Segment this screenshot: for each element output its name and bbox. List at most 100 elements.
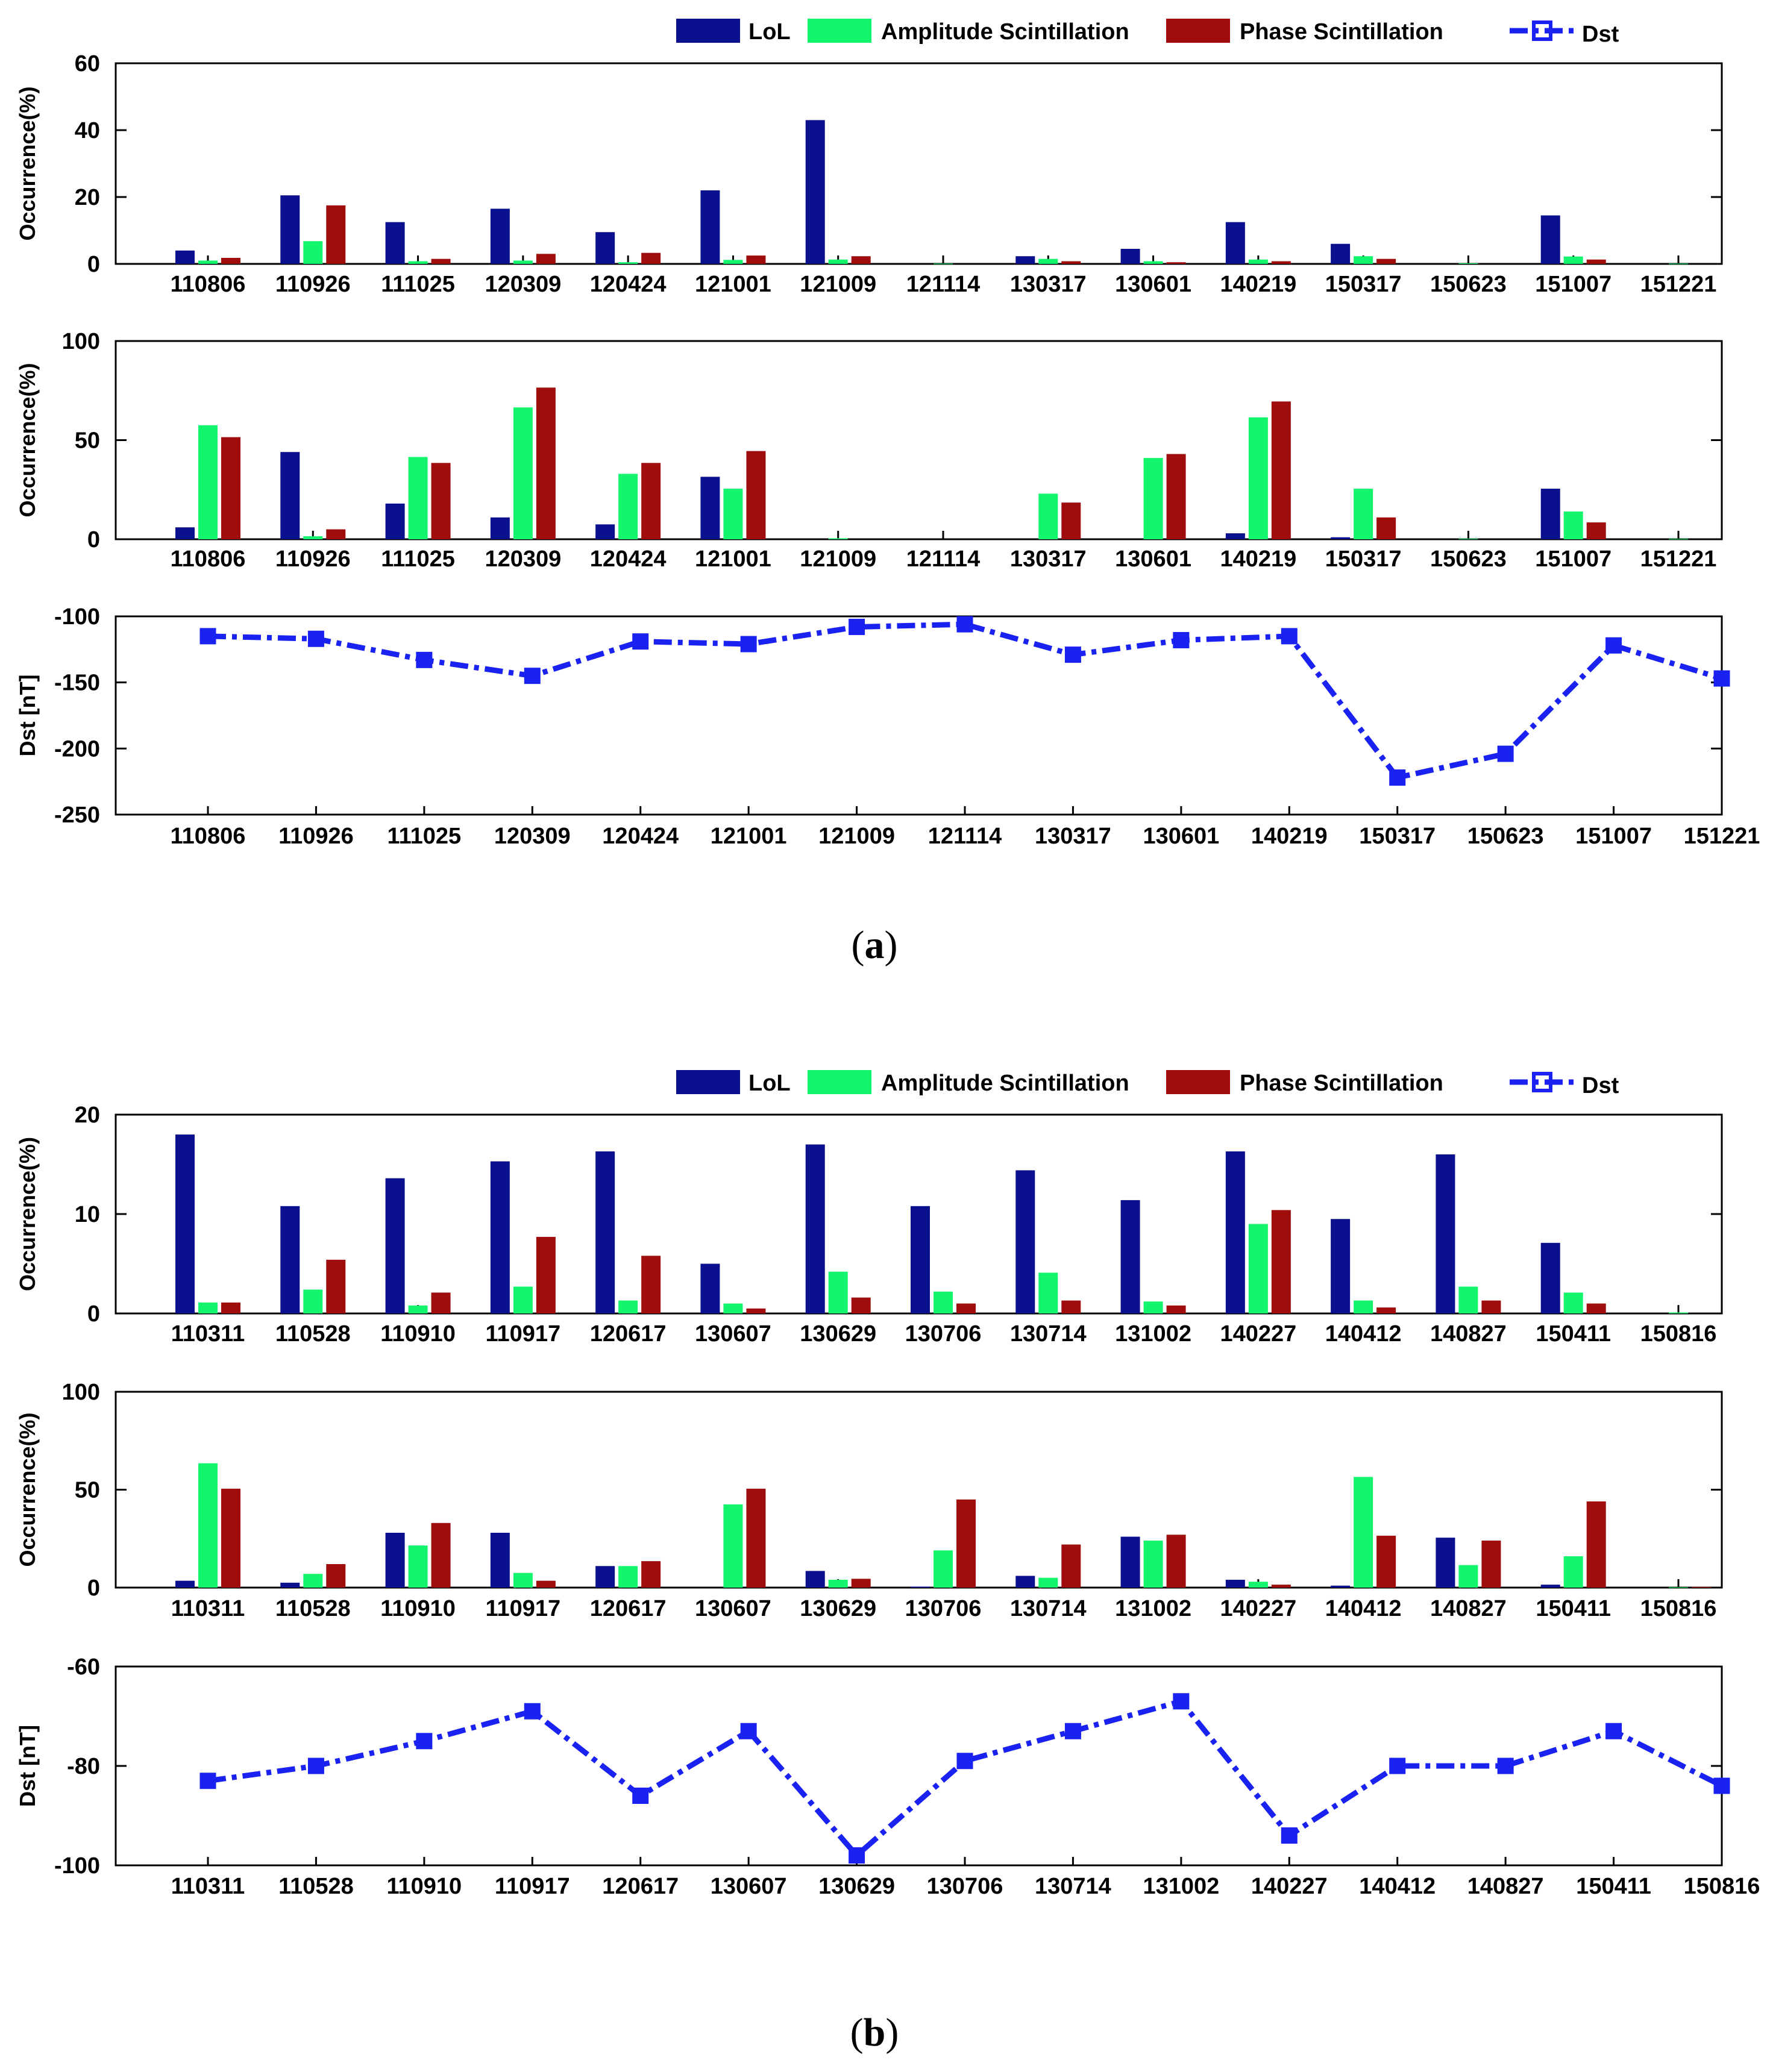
- bar: [641, 463, 661, 539]
- data-point: [1281, 1827, 1298, 1844]
- bar: [1248, 1224, 1268, 1313]
- bar: [280, 1206, 300, 1313]
- y-axis-label: Dst [nT]: [15, 675, 40, 757]
- xtick-label: 130601: [1115, 546, 1191, 572]
- figure-caption: (b): [850, 2011, 899, 2055]
- bar: [1248, 1582, 1268, 1588]
- bar: [805, 1571, 825, 1588]
- bar: [1586, 1501, 1606, 1588]
- legend-swatch: [676, 1070, 740, 1094]
- xtick-label: 140827: [1430, 1596, 1507, 1621]
- ytick-label: -60: [67, 1654, 100, 1680]
- ytick-label: 20: [75, 1103, 100, 1128]
- xtick-label: 130607: [695, 1321, 771, 1347]
- bar: [618, 1300, 638, 1313]
- xtick-label: 121009: [800, 272, 876, 297]
- bar: [175, 250, 195, 264]
- plot-3: -100 -80 -60 Dst [nT] 110311 110528 110910 1109…: [15, 1654, 1760, 1899]
- legend-label: Phase Scintillation: [1240, 1071, 1443, 1096]
- xtick-label: 110917: [485, 1596, 560, 1621]
- bar: [1354, 489, 1373, 539]
- xtick-label: 110528: [275, 1596, 351, 1621]
- xtick-label: 120424: [590, 272, 667, 297]
- xtick-label: 121114: [928, 824, 1002, 849]
- bar: [723, 489, 743, 539]
- caption-letter: a: [865, 923, 885, 967]
- axes-box: [115, 62, 1723, 265]
- bar: [175, 1135, 195, 1313]
- bar: [805, 120, 825, 264]
- data-point: [849, 1847, 865, 1864]
- data-point: [1064, 646, 1081, 663]
- bar: [513, 1286, 533, 1313]
- series-line: [207, 1698, 1724, 1858]
- bar: [1376, 1307, 1396, 1313]
- bar: [1038, 493, 1058, 539]
- xtick-label: 111025: [388, 824, 462, 849]
- bar: [1669, 1312, 1688, 1313]
- bar: [280, 1582, 300, 1588]
- bar: [1271, 1585, 1291, 1588]
- legend-label: LoL: [748, 1071, 791, 1096]
- caption-open: (: [850, 2011, 864, 2055]
- y-axis-label: Occurrence(%): [15, 363, 40, 517]
- ytick-label: -100: [54, 1853, 100, 1879]
- bar: [513, 407, 533, 539]
- xtick-label: 130714: [1035, 1874, 1111, 1899]
- xtick-label: 131002: [1143, 1874, 1219, 1899]
- bar: [431, 1292, 451, 1313]
- data-point: [740, 1723, 757, 1739]
- xtick-label: 120617: [590, 1596, 667, 1621]
- data-point: [1605, 1723, 1622, 1739]
- data-point: [849, 619, 865, 636]
- bar: [1563, 1292, 1583, 1313]
- bar: [303, 1289, 323, 1313]
- xtick-label: 151221: [1640, 546, 1717, 572]
- plot-2: 0 50 100 Occurrence(%) 110311 110528 110910 110…: [15, 1380, 1723, 1621]
- bar: [175, 1580, 195, 1588]
- xtick-label: 110910: [386, 1874, 462, 1899]
- xtick-label: 121114: [906, 272, 981, 297]
- xtick-label: 121114: [906, 546, 981, 572]
- bar: [911, 1586, 930, 1588]
- xtick-label: 150623: [1467, 824, 1544, 849]
- ytick-label: 40: [75, 118, 100, 143]
- legend-label: Amplitude Scintillation: [881, 1071, 1129, 1096]
- bar: [1271, 261, 1291, 264]
- bar: [1038, 1272, 1058, 1313]
- xtick-label: 151007: [1575, 824, 1652, 849]
- bar: [1354, 256, 1373, 264]
- xtick-label: 110910: [380, 1321, 456, 1347]
- bar: [1225, 222, 1245, 264]
- bar: [326, 1259, 346, 1313]
- data-point: [1713, 1777, 1730, 1794]
- xtick-label: 110926: [275, 272, 351, 297]
- bar: [1166, 262, 1186, 264]
- data-point: [1173, 1693, 1190, 1710]
- legend-label: Amplitude Scintillation: [881, 19, 1129, 45]
- ytick-label: 20: [75, 185, 100, 210]
- bar: [1166, 454, 1186, 539]
- legend-label: Phase Scintillation: [1240, 19, 1443, 45]
- ytick-label: 50: [75, 428, 100, 454]
- xtick-label: 121009: [800, 546, 876, 572]
- xtick-label: 140412: [1325, 1596, 1402, 1621]
- bar: [175, 527, 195, 539]
- bar: [746, 255, 766, 264]
- bar: [1143, 1541, 1163, 1588]
- xtick-label: 150317: [1359, 824, 1436, 849]
- xtick-label: 130601: [1115, 272, 1191, 297]
- bar: [1331, 243, 1351, 264]
- bar: [595, 1151, 615, 1313]
- legend-swatch: [808, 19, 871, 43]
- xtick-label: 131002: [1115, 1321, 1191, 1347]
- xtick-label: 110528: [275, 1321, 351, 1347]
- xtick-label: 140227: [1220, 1596, 1296, 1621]
- xtick-label: 151221: [1684, 824, 1760, 849]
- axes-box: [115, 615, 1723, 816]
- y-axis-label: Occurrence(%): [15, 1137, 40, 1291]
- axes-box: [115, 340, 1723, 540]
- ytick-label: 100: [62, 1380, 100, 1405]
- legend-label: LoL: [748, 19, 791, 45]
